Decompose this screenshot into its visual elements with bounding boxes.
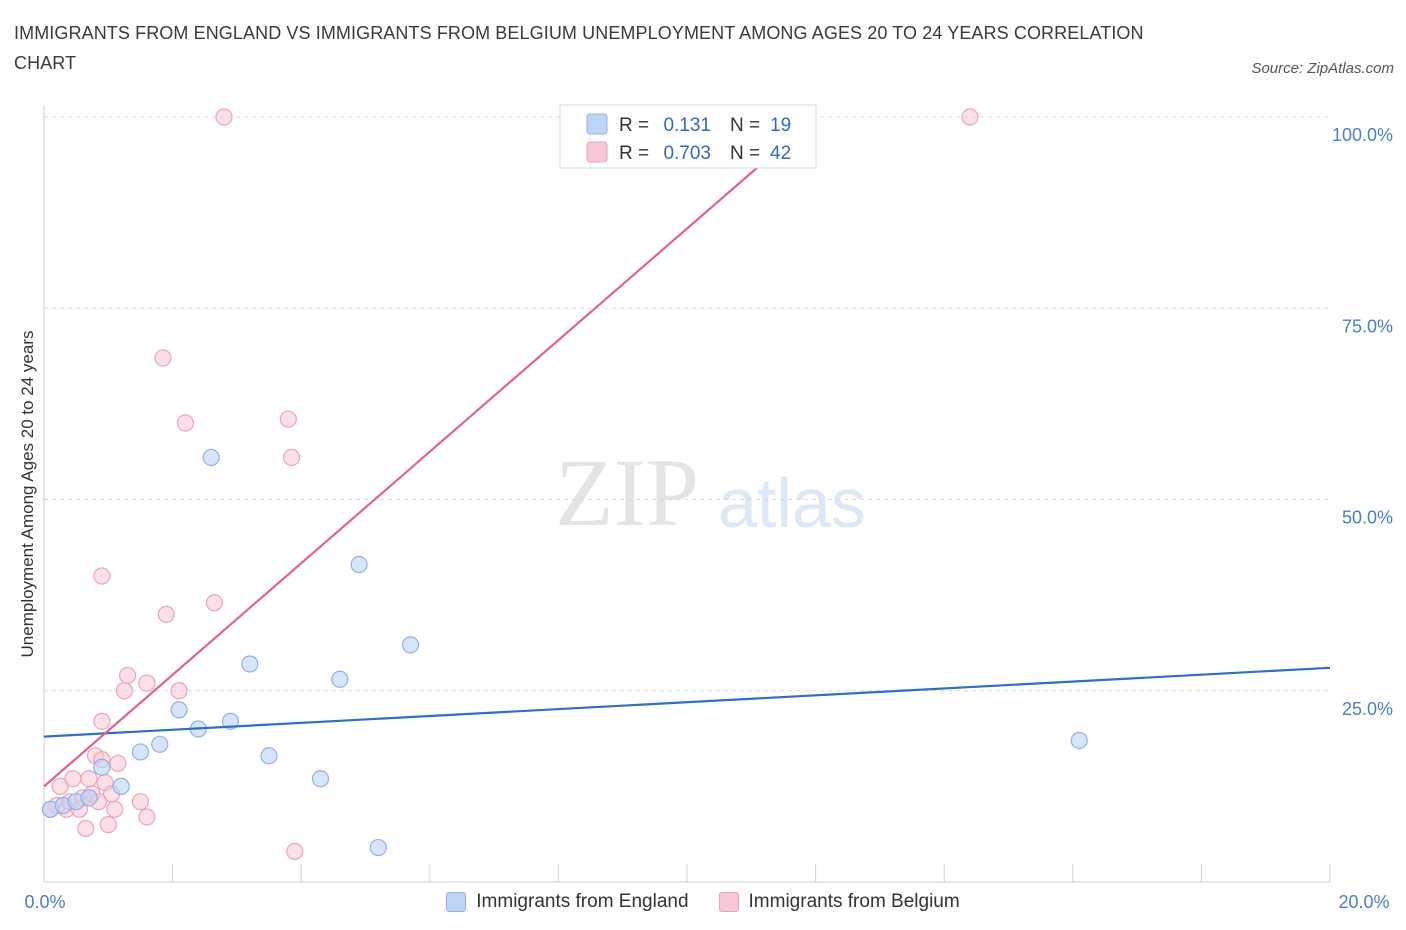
legend-r-value-belgium: 0.703 [663, 143, 711, 164]
legend-r-value-england: 0.131 [663, 115, 711, 136]
point-belgium-5 [64, 770, 82, 788]
point-belgium-34 [286, 842, 304, 861]
point-england-15 [331, 670, 349, 688]
legend-r-label-belgium: R = [619, 143, 649, 164]
point-belgium-2 [51, 777, 69, 795]
point-belgium-20 [109, 754, 127, 773]
point-england-12 [241, 655, 259, 673]
point-belgium-21 [115, 682, 133, 700]
point-belgium-22 [118, 666, 137, 685]
point-belgium-19 [106, 800, 124, 818]
legend-n-label-england: N = [730, 115, 760, 136]
point-belgium-24 [138, 808, 156, 826]
bottom-legend-swatch-belgium [718, 892, 739, 912]
point-belgium-35 [961, 108, 979, 126]
legend-n-value-belgium: 42 [770, 143, 791, 164]
point-england-11 [221, 712, 240, 730]
trend-line-england [43, 666, 1331, 738]
bottom-legend: Immigrants from England Immigrants from … [0, 888, 1406, 916]
trend-line-belgium [43, 116, 817, 788]
point-belgium-26 [154, 349, 172, 367]
point-england-3 [80, 789, 98, 807]
point-england-19 [1070, 731, 1088, 750]
series-england-points [41, 448, 1088, 857]
point-england-5 [112, 777, 130, 795]
point-england-7 [151, 735, 169, 753]
bottom-legend-label-belgium: Immigrants from Belgium [748, 891, 960, 912]
legend-r-label-england: R = [619, 115, 649, 136]
source-label: Source: ZipAtlas.com [1251, 60, 1394, 77]
legend-n-value-england: 19 [770, 115, 791, 136]
bottom-legend-england: Immigrants from England [446, 891, 689, 913]
point-belgium-23 [131, 793, 150, 811]
point-belgium-25 [138, 674, 156, 692]
point-belgium-9 [80, 770, 98, 788]
point-belgium-31 [215, 108, 233, 126]
bottom-legend-belgium: Immigrants from Belgium [718, 891, 960, 913]
x-tick-label-max: 20.0% [1338, 892, 1389, 912]
y-tick-label-1: 50.0% [1342, 508, 1393, 528]
x-tick-label-min: 0.0% [24, 892, 65, 912]
point-belgium-17 [99, 816, 117, 834]
point-england-18 [401, 636, 420, 654]
point-england-14 [311, 770, 330, 788]
watermark-zip: ZIP [555, 439, 699, 546]
point-england-10 [202, 448, 220, 467]
point-england-17 [369, 838, 387, 857]
legend-n-label-belgium: N = [730, 143, 760, 164]
stats-legend: R = 0.131 N = 19 R = 0.703 N = 42 [559, 104, 817, 169]
y-tick-label-0: 25.0% [1342, 699, 1393, 719]
legend-swatch-belgium [586, 141, 608, 163]
point-england-6 [131, 743, 150, 761]
point-belgium-29 [176, 414, 195, 432]
point-england-8 [170, 701, 188, 719]
point-belgium-16 [93, 567, 111, 585]
legend-swatch-england [586, 113, 608, 135]
y-tick-label-3: 100.0% [1332, 125, 1393, 145]
point-belgium-27 [157, 605, 175, 623]
x-axis-ticks [43, 864, 1331, 882]
y-tick-label-2: 75.0% [1342, 316, 1393, 336]
point-belgium-33 [282, 448, 301, 467]
point-england-13 [260, 747, 278, 765]
point-england-16 [350, 555, 368, 574]
point-england-4 [93, 758, 111, 776]
gridlines [44, 116, 1330, 692]
chart-title: IMMIGRANTS FROM ENGLAND VS IMMIGRANTS FR… [14, 23, 1144, 73]
y-axis-title: Unemployment Among Ages 20 to 24 years [18, 331, 37, 658]
watermark-atlas: atlas [718, 464, 866, 542]
point-belgium-32 [279, 410, 297, 428]
point-belgium-28 [170, 682, 188, 700]
point-belgium-8 [77, 819, 95, 838]
point-belgium-13 [93, 712, 111, 730]
bottom-legend-swatch-england [446, 892, 467, 912]
point-belgium-30 [205, 594, 223, 612]
bottom-legend-label-england: Immigrants from England [476, 891, 689, 912]
y-tick-labels: 25.0% 50.0% 75.0% 100.0% [1332, 125, 1393, 719]
